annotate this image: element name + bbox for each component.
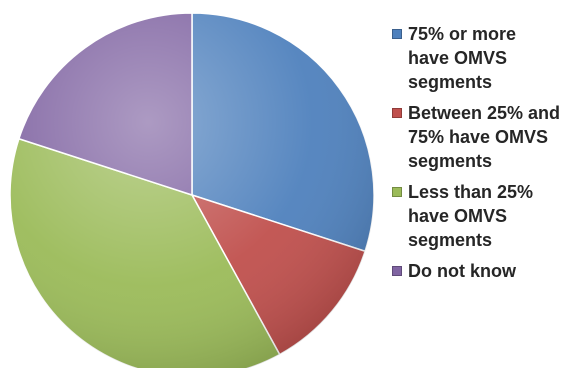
legend-item-less-than-25: Less than 25% have OMVS segments	[392, 180, 562, 252]
legend-label-between-25-75: Between 25% and 75% have OMVS segments	[408, 103, 561, 171]
legend-label-less-than-25: Less than 25% have OMVS segments	[408, 182, 534, 250]
legend-label-do-not-know: Do not know	[408, 261, 516, 281]
legend-swatch-less-than-25	[392, 187, 402, 197]
pie-chart	[9, 12, 375, 373]
legend-label-75-or-more: 75% or more have OMVS segments	[408, 24, 517, 92]
legend-swatch-75-or-more	[392, 29, 402, 39]
legend-item-75-or-more: 75% or more have OMVS segments	[392, 22, 562, 94]
legend-swatch-do-not-know	[392, 266, 402, 276]
legend-item-do-not-know: Do not know	[392, 259, 562, 283]
legend: 75% or more have OMVS segments Between 2…	[392, 22, 562, 290]
legend-swatch-between-25-75	[392, 108, 402, 118]
pie-chart-svg	[9, 12, 375, 373]
legend-item-between-25-75: Between 25% and 75% have OMVS segments	[392, 101, 562, 173]
